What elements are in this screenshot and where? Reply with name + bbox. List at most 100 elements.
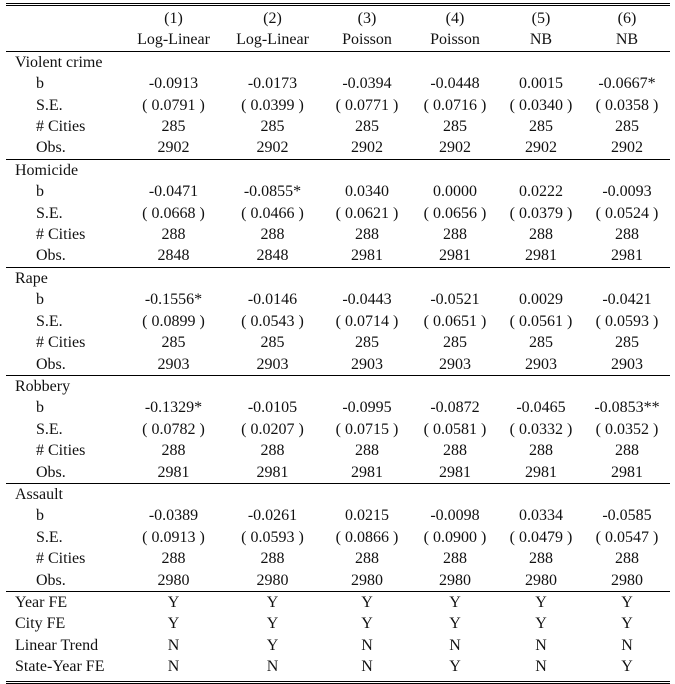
header-blank (6, 8, 124, 29)
control-row: Linear Trend N Y N N N N (6, 635, 670, 656)
value-cell: -0.0855* (243, 183, 302, 201)
row-label: Obs. (6, 461, 124, 484)
column-model: Poisson (412, 29, 498, 52)
row-label: b (36, 183, 44, 201)
value-cell: ( 0.0866 ) (335, 528, 399, 546)
control-value: N (167, 636, 180, 654)
section-label: Rape (15, 269, 48, 287)
value-cell: 2981 (412, 245, 498, 268)
value-cell: 285 (529, 334, 553, 352)
value-cell: 2848 (223, 245, 322, 268)
value-cell: -0.0995 (342, 399, 392, 417)
value-cell: -0.0465 (516, 399, 566, 417)
section-label: Assault (15, 485, 63, 503)
value-cell: 288 (161, 442, 186, 460)
table-row-cities: # Cities 285 285 285 285 285 285 (6, 332, 670, 353)
value-cell: -0.0853** (594, 399, 660, 417)
value-cell: 2902 (412, 137, 498, 160)
value-cell: 2981 (584, 245, 670, 268)
value-cell: 2902 (124, 137, 223, 160)
value-cell: 2903 (322, 353, 412, 376)
value-cell: ( 0.0479 ) (509, 528, 573, 546)
row-label: # Cities (36, 118, 86, 136)
table-row-obs: Obs. 2902 2902 2902 2902 2902 2902 (6, 137, 670, 160)
value-cell: 285 (615, 118, 639, 136)
table-row-se: S.E. ( 0.0668 ) ( 0.0466 ) ( 0.0621 ) ( 0.06… (6, 203, 670, 224)
value-cell: ( 0.0913 ) (142, 528, 205, 546)
column-model: Log-Linear (124, 29, 223, 52)
value-cell: ( 0.0621 ) (335, 204, 399, 222)
control-row: State-Year FE N N N Y N Y (6, 656, 670, 677)
value-cell: 288 (615, 550, 639, 568)
control-value: Y (167, 593, 180, 611)
value-cell: ( 0.0782 ) (142, 420, 205, 438)
control-value: Y (621, 658, 633, 676)
value-cell: 285 (161, 118, 186, 136)
row-label: S.E. (36, 312, 63, 330)
value-cell: 0.0000 (433, 183, 477, 201)
row-label: b (36, 75, 44, 93)
value-cell: 285 (355, 334, 379, 352)
table-row-b: b -0.1556* -0.0146 -0.0443 -0.0521 0.0029 -0.0… (6, 289, 670, 310)
value-cell: -0.0448 (430, 75, 480, 93)
value-cell: 285 (615, 334, 639, 352)
value-cell: ( 0.0716 ) (423, 96, 487, 114)
value-cell: ( 0.0207 ) (241, 420, 304, 438)
value-cell: -0.0173 (247, 75, 298, 93)
column-number: (1) (164, 10, 183, 27)
value-cell: 285 (161, 334, 186, 352)
row-label: b (36, 291, 44, 309)
value-cell: -0.0394 (342, 75, 392, 93)
column-model: NB (498, 29, 584, 52)
value-cell: -0.1329* (144, 399, 203, 417)
value-cell: ( 0.0340 ) (509, 96, 573, 114)
value-cell: ( 0.0547 ) (595, 528, 659, 546)
value-cell: 285 (260, 118, 285, 136)
value-cell: 288 (615, 442, 639, 460)
value-cell: 288 (355, 442, 379, 460)
section-label: Robbery (15, 377, 71, 395)
table-row-se: S.E. ( 0.0913 ) ( 0.0593 ) ( 0.0866 ) ( 0.09… (6, 527, 670, 548)
value-cell: 2980 (322, 569, 412, 592)
row-label: # Cities (36, 226, 86, 244)
value-cell: 0.0222 (519, 183, 563, 201)
control-value: Y (167, 615, 180, 633)
value-cell: 0.0029 (519, 291, 563, 309)
value-cell: 288 (260, 550, 285, 568)
control-value: N (167, 658, 180, 676)
value-cell: ( 0.0791 ) (142, 96, 205, 114)
value-cell: -0.0443 (342, 291, 392, 309)
value-cell: 288 (443, 550, 467, 568)
value-cell: ( 0.0352 ) (595, 420, 659, 438)
value-cell: 285 (443, 118, 467, 136)
table-row-obs: Obs. 2903 2903 2903 2903 2903 2903 (6, 353, 670, 376)
value-cell: 2981 (498, 461, 584, 484)
control-value: Y (535, 615, 547, 633)
value-cell: 288 (529, 226, 553, 244)
control-value: Y (621, 593, 633, 611)
value-cell: 2980 (584, 569, 670, 592)
table-row-cities: # Cities 285 285 285 285 285 285 (6, 116, 670, 137)
control-label: State-Year FE (15, 658, 105, 676)
value-cell: ( 0.0715 ) (335, 420, 399, 438)
column-number: (3) (357, 10, 377, 27)
value-cell: 2902 (223, 137, 322, 160)
regression-table: (1) (2) (3) (4) (5) (6) Log-Linear Log-Linear Po… (6, 3, 670, 684)
control-value: N (535, 658, 547, 676)
value-cell: 2902 (584, 137, 670, 160)
control-value: Y (266, 636, 279, 654)
column-number: (4) (445, 10, 465, 27)
value-cell: -0.0093 (602, 183, 652, 201)
value-cell: ( 0.0899 ) (142, 312, 205, 330)
rule (6, 677, 670, 684)
row-label: Obs. (6, 137, 124, 160)
value-cell: ( 0.0332 ) (509, 420, 573, 438)
table-row-obs: Obs. 2848 2848 2981 2981 2981 2981 (6, 245, 670, 268)
value-cell: -0.1556* (144, 291, 203, 309)
value-cell: 288 (529, 442, 553, 460)
table-row-se: S.E. ( 0.0791 ) ( 0.0399 ) ( 0.0771 ) ( 0.07… (6, 95, 670, 116)
value-cell: -0.0146 (247, 291, 298, 309)
column-number: (6) (617, 10, 637, 27)
control-row: Year FE Y Y Y Y Y Y (6, 591, 670, 613)
column-number: (5) (531, 10, 551, 27)
